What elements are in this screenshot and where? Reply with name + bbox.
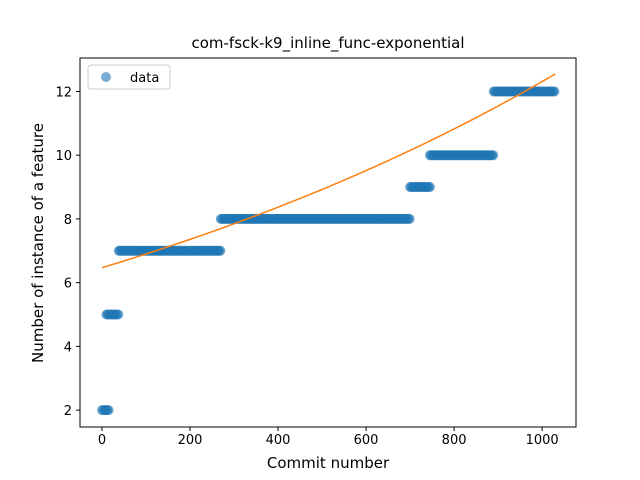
data-point bbox=[215, 245, 226, 256]
data-point bbox=[424, 182, 435, 193]
data-point bbox=[113, 309, 124, 320]
axes-frame bbox=[79, 57, 577, 428]
legend-label: data bbox=[130, 71, 159, 86]
y-tick-label: 12 bbox=[55, 85, 72, 100]
y-tick-label: 6 bbox=[64, 277, 72, 292]
x-tick-label: 0 bbox=[98, 433, 106, 448]
data-point bbox=[103, 405, 114, 416]
y-tick-label: 4 bbox=[64, 340, 72, 355]
x-tick-label: 400 bbox=[266, 433, 291, 448]
y-axis-title: Number of instance of a feature bbox=[29, 123, 47, 363]
legend-box bbox=[87, 64, 171, 90]
y-tick-label: 8 bbox=[64, 213, 72, 228]
data-point bbox=[404, 213, 415, 224]
x-axis-title: Commit number bbox=[267, 454, 390, 472]
y-tick-label: 10 bbox=[55, 149, 72, 164]
data-point bbox=[488, 150, 499, 161]
x-tick-label: 600 bbox=[354, 433, 379, 448]
fit-line bbox=[101, 73, 556, 269]
x-tick-label: 800 bbox=[442, 433, 467, 448]
y-tick-label: 2 bbox=[64, 404, 72, 419]
chart-title: com-fsck-k9_inline_func-exponential bbox=[191, 34, 464, 53]
legend-marker bbox=[101, 72, 111, 82]
x-tick-label: 1000 bbox=[526, 433, 559, 448]
plot-area: 0 200 400 600 800 1000 2 4 6 8 10 12 data bbox=[55, 57, 577, 448]
x-tick-label: 200 bbox=[178, 433, 203, 448]
data-point bbox=[549, 86, 560, 97]
